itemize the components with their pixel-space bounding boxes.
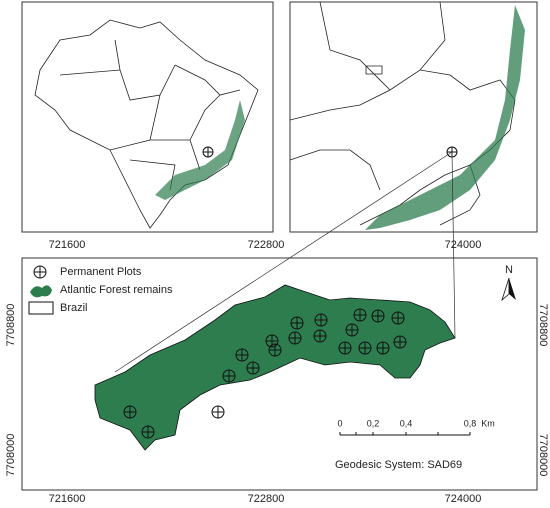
- x-tick-label: 724000: [445, 239, 482, 251]
- legend-forest-symbol: [30, 285, 52, 298]
- permanent-plot: [338, 341, 352, 355]
- permanent-plot: [345, 323, 359, 337]
- y-tick-label: 7708800: [537, 304, 549, 347]
- permanent-plot: [211, 405, 225, 419]
- permanent-plot: [376, 341, 390, 355]
- x-tick-label: 722800: [248, 239, 285, 251]
- permanent-plot: [358, 341, 372, 355]
- permanent-plot: [393, 335, 407, 349]
- scale-label: 0,4: [400, 418, 413, 428]
- scale-ticks: [339, 432, 471, 435]
- scale-label: 0: [337, 418, 342, 428]
- permanent-plot: [353, 308, 367, 322]
- permanent-plot: [141, 425, 155, 439]
- forest-area: [365, 5, 525, 230]
- state-lines: [59, 39, 241, 191]
- location-marker: [202, 146, 214, 158]
- permanent-plot: [123, 405, 137, 419]
- permanent-plot: [371, 309, 385, 323]
- legend-label: Permanent Plots: [60, 266, 142, 278]
- legend-label: Atlantic Forest remains: [60, 284, 173, 296]
- permanent-plot: [288, 331, 302, 345]
- zoom-line: [114, 151, 453, 373]
- y-tick-label: 7708000: [537, 434, 549, 477]
- x-tick-label: 722800: [248, 493, 285, 505]
- legend-label: Brazil: [60, 302, 88, 314]
- permanent-plot: [246, 361, 260, 375]
- permanent-plot: [391, 311, 405, 325]
- north-label: N: [505, 264, 513, 276]
- brazil-panel: [21, 1, 274, 233]
- scale-label: 0,8: [464, 418, 477, 428]
- legend-brazil-symbol: [28, 301, 54, 315]
- permanent-plot: [268, 343, 282, 357]
- permanent-plot: [222, 369, 236, 383]
- forest-area: [155, 100, 245, 200]
- legend-plot-symbol: [33, 265, 47, 279]
- plots: [123, 308, 407, 439]
- permanent-plot: [314, 313, 328, 327]
- north-arrow: [501, 277, 510, 302]
- detail-panel: [21, 257, 538, 491]
- scale-label: 0,2: [367, 418, 380, 428]
- permanent-plot: [290, 316, 304, 330]
- x-tick-label: 721600: [49, 239, 86, 251]
- y-tick-label: 7708000: [5, 434, 17, 477]
- permanent-plot: [235, 348, 249, 362]
- region-panel: [289, 1, 538, 233]
- y-tick-label: 7708800: [5, 304, 17, 347]
- north-arrow: [509, 278, 516, 300]
- scale-unit: Km: [481, 418, 495, 428]
- x-tick-label: 721600: [49, 493, 86, 505]
- forest-remnant: [94, 284, 456, 451]
- zoom-line: [451, 151, 456, 339]
- permanent-plot: [313, 329, 327, 343]
- datum-label: Geodesic System: SAD69: [335, 459, 462, 471]
- x-tick-label: 724000: [445, 493, 482, 505]
